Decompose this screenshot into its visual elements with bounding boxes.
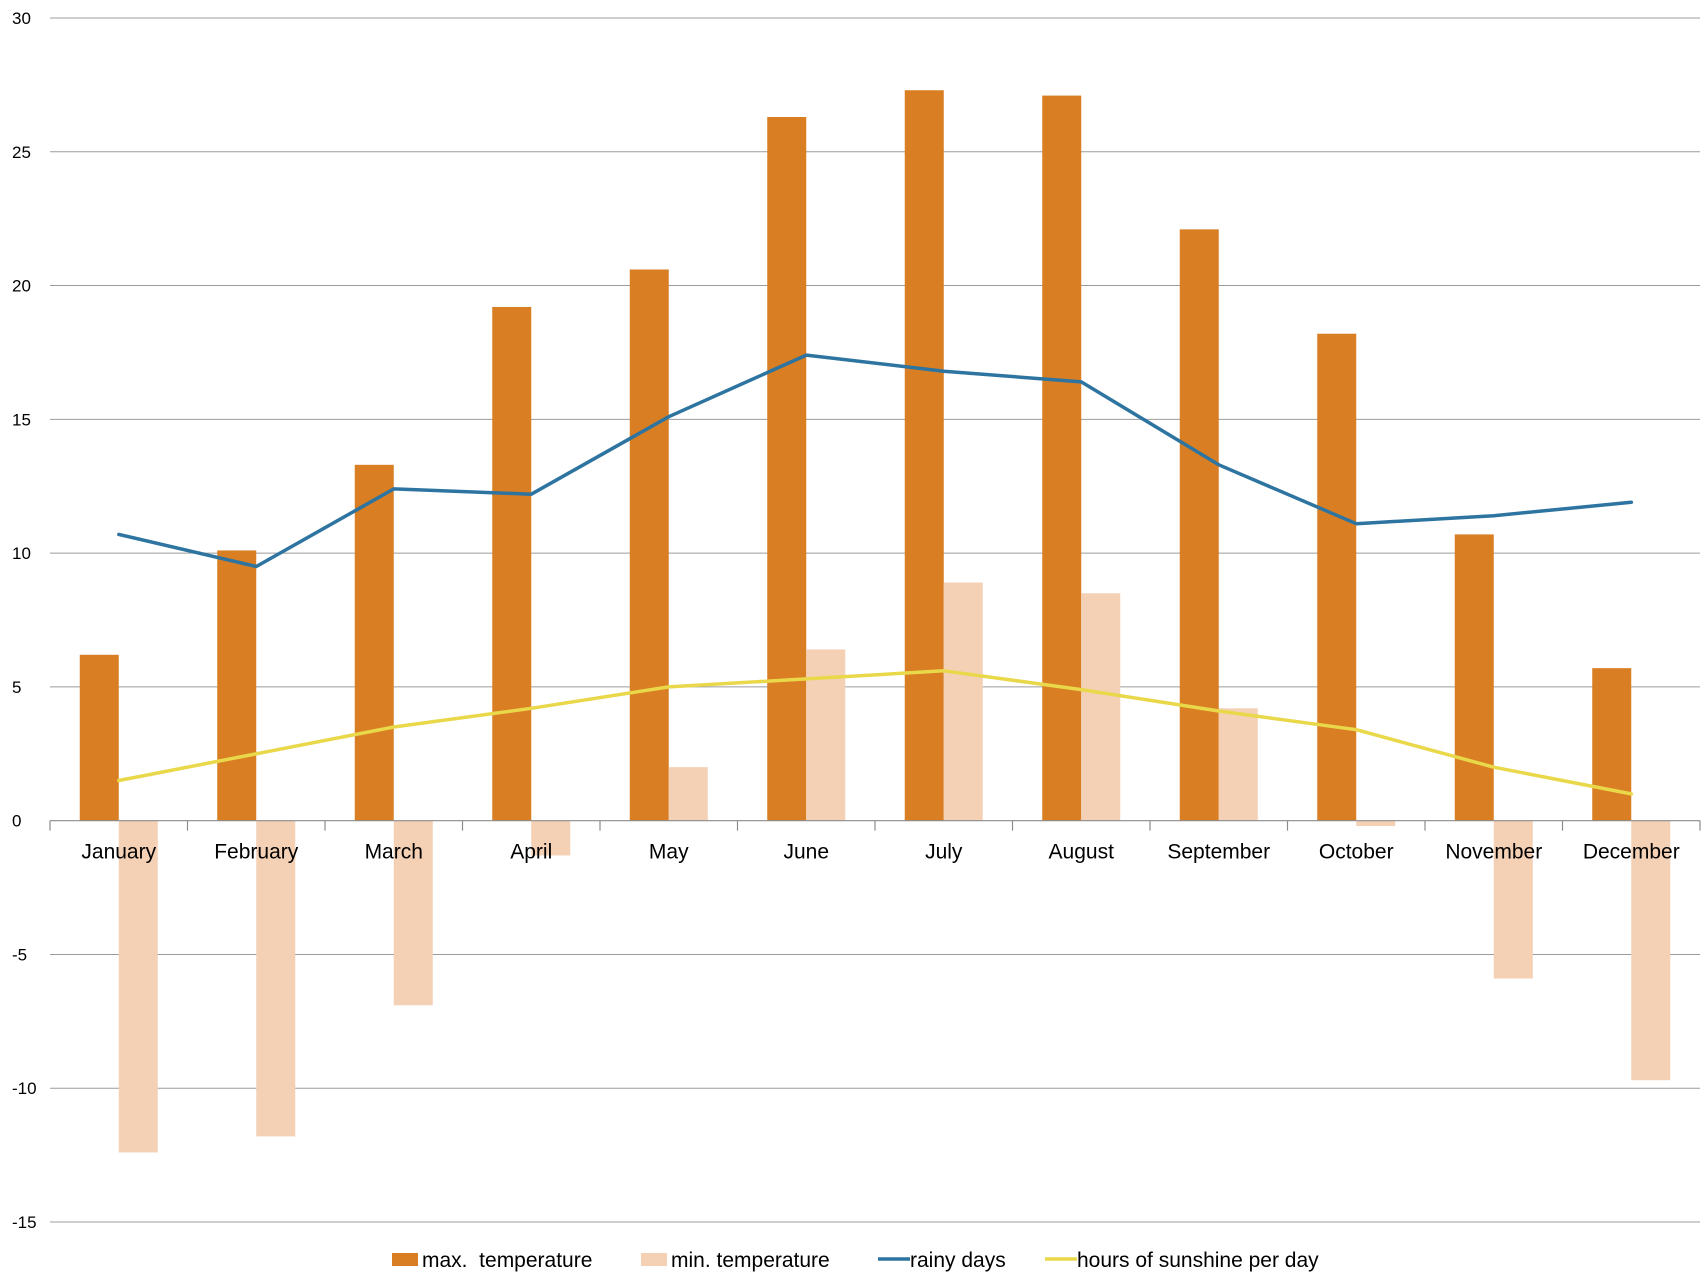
y-tick-label: 30 <box>12 9 31 28</box>
x-tick-label: February <box>214 841 299 864</box>
y-tick-label: -15 <box>12 1213 37 1232</box>
max-temperature-bar <box>79 654 119 821</box>
max-temperature-bar <box>217 550 257 821</box>
rainy-days-line <box>117 353 1634 569</box>
rainy-days-legend-label: rainy days <box>910 1249 1006 1272</box>
min-temperature-bar <box>943 582 983 821</box>
min-temperature-bar <box>393 820 433 1006</box>
x-tick-label: December <box>1583 841 1680 864</box>
bar-series <box>79 90 1671 1153</box>
y-tick-label: -10 <box>12 1079 37 1098</box>
max-temperature-bar <box>767 116 807 821</box>
gridlines <box>50 17 1700 1223</box>
min-temperature-bar <box>1218 708 1258 821</box>
max-temperature-bar <box>629 269 669 821</box>
legend: max. temperature min. temperature rainy da… <box>392 1249 1319 1272</box>
y-tick-label: 20 <box>12 277 31 296</box>
x-tick-label: November <box>1445 841 1542 864</box>
x-tick-label: May <box>649 841 689 864</box>
max-temperature-bar <box>492 306 532 821</box>
min-temperature-legend-swatch <box>641 1253 667 1266</box>
max-temperature-bar <box>1179 229 1219 821</box>
max-temperature-bar <box>1042 95 1082 821</box>
y-axis-tick-labels: -15 -10 -5 0 5 10 15 20 25 30 <box>12 9 37 1232</box>
max-temperature-bar <box>354 464 394 821</box>
y-tick-label: -5 <box>12 945 27 964</box>
min-temperature-bar <box>118 820 158 1153</box>
y-tick-label: 0 <box>12 812 21 831</box>
hours-of-sunshine-per-day-legend-label: hours of sunshine per day <box>1077 1249 1319 1272</box>
y-tick-label: 25 <box>12 143 31 162</box>
min-temperature-legend-label: min. temperature <box>671 1249 830 1272</box>
x-tick-label: April <box>510 841 552 864</box>
min-temperature-bar <box>256 820 296 1137</box>
x-axis <box>49 820 1701 831</box>
x-tick-label: August <box>1049 841 1115 864</box>
min-temperature-bar <box>1081 593 1121 821</box>
max-temperature-legend-label: max. temperature <box>422 1249 592 1272</box>
y-tick-label: 15 <box>12 410 31 429</box>
min-temperature-bar <box>806 649 846 821</box>
x-tick-label: January <box>81 841 156 864</box>
max-temperature-bar <box>1592 668 1632 821</box>
min-temperature-bar <box>1631 820 1671 1081</box>
y-tick-label: 10 <box>12 544 31 563</box>
max-temperature-bar <box>904 90 944 821</box>
min-temperature-bar <box>531 820 571 856</box>
line-series <box>117 353 1634 796</box>
min-temperature-bar <box>668 767 708 821</box>
x-tick-label: September <box>1167 841 1270 864</box>
max-temperature-bar <box>1454 534 1494 821</box>
min-temperature-bar <box>1356 820 1396 827</box>
x-tick-label: October <box>1319 841 1394 864</box>
hours-of-sunshine-per-day-line <box>117 669 1634 796</box>
y-tick-label: 5 <box>12 678 21 697</box>
x-tick-label: July <box>925 841 963 864</box>
min-temperature-bar <box>1493 820 1533 979</box>
x-tick-label: June <box>783 841 829 864</box>
x-axis-tick-labels: January February March April May June July Augu… <box>81 841 1679 864</box>
x-tick-label: March <box>365 841 423 864</box>
max-temperature-bar <box>1317 333 1357 821</box>
max-temperature-legend-swatch <box>392 1253 418 1266</box>
